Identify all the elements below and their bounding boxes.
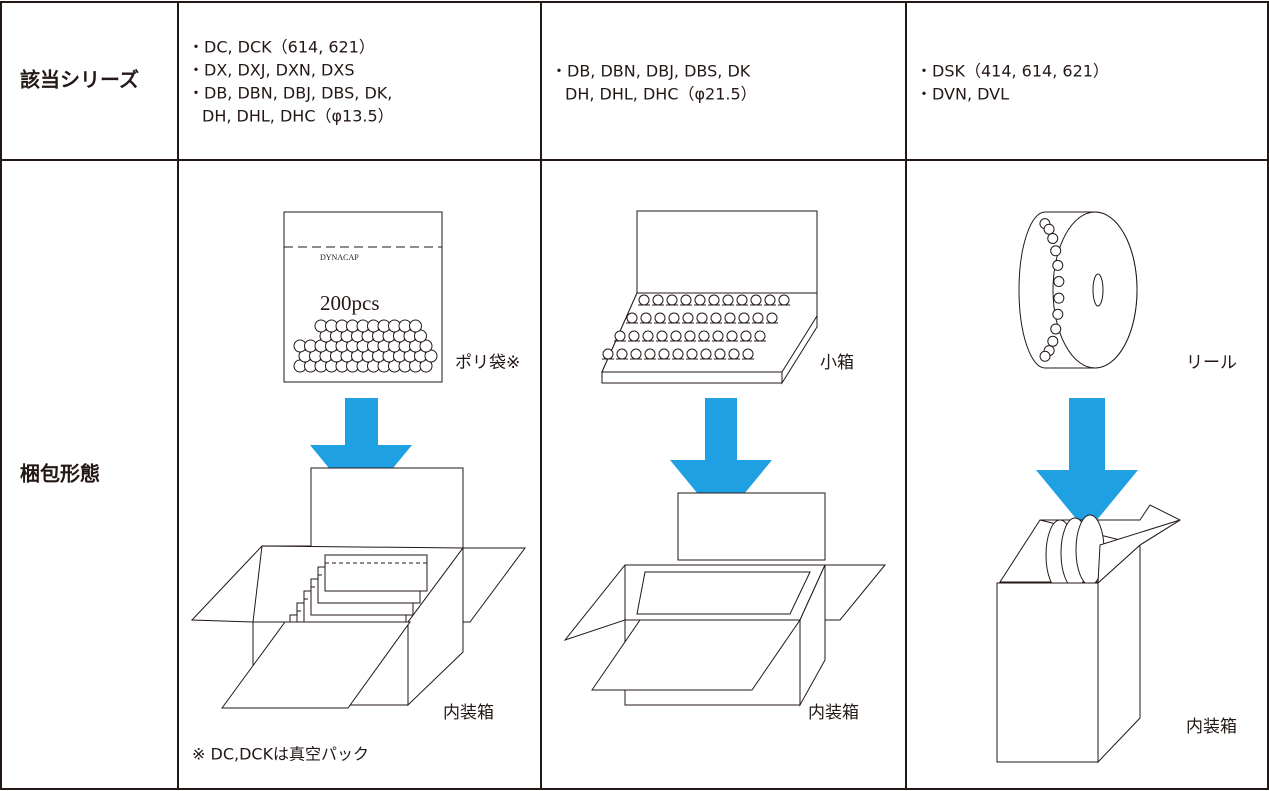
bag-brand: DYNACAP [320, 253, 359, 262]
decoration [638, 294, 650, 306]
bag-count: 200pcs [320, 291, 380, 315]
decoration [696, 312, 708, 324]
decoration [409, 319, 422, 333]
row-header: 該当シリーズ [20, 68, 139, 92]
decoration [766, 312, 778, 324]
decoration [694, 294, 706, 306]
decoration [656, 330, 668, 342]
decoration [616, 348, 628, 360]
series-line: ・DVN, DVL [916, 85, 1009, 104]
series-line: DH, DHL, DHC（φ13.5） [202, 107, 394, 126]
decoration [738, 312, 750, 324]
inner-box [996, 504, 1182, 764]
decoration [1050, 323, 1062, 335]
arrow [1036, 398, 1138, 532]
inner-label: 小箱 [820, 353, 854, 373]
series-line: DH, DHL, DHC（φ21.5） [565, 85, 757, 104]
decoration [626, 312, 638, 324]
series-line: ・DX, DXJ, DXN, DXS [188, 61, 355, 80]
decoration [736, 294, 748, 306]
decoration [419, 339, 433, 353]
decoration [712, 330, 724, 342]
decoration [630, 348, 642, 360]
decoration [728, 348, 740, 360]
decoration [1052, 308, 1064, 320]
decoration [652, 294, 664, 306]
inner-box [563, 492, 887, 707]
decoration [668, 312, 680, 324]
inner-label: ポリ袋※ [455, 353, 520, 373]
decoration [658, 348, 670, 360]
arrow [670, 398, 772, 522]
decoration [708, 294, 720, 306]
reel [1018, 211, 1138, 369]
decoration [628, 330, 640, 342]
inner-box [190, 467, 526, 709]
note: ※ DC,DCKは真空パック [192, 745, 369, 764]
decoration [670, 330, 682, 342]
decoration [1052, 259, 1064, 271]
decoration [642, 330, 654, 342]
series-line: ・DB, DBN, DBJ, DBS, DK, [188, 84, 392, 103]
poly-bag [283, 211, 443, 383]
decoration [724, 312, 736, 324]
arrow [310, 398, 412, 507]
decoration [654, 312, 666, 324]
decoration [324, 554, 428, 592]
decoration [726, 330, 738, 342]
decoration [666, 294, 678, 306]
outer-label: 内装箱 [808, 703, 859, 723]
decoration [1039, 350, 1051, 362]
decoration [722, 294, 734, 306]
row-header: 梱包形態 [20, 462, 100, 486]
decoration [698, 330, 710, 342]
decoration [764, 294, 776, 306]
decoration [602, 348, 614, 360]
decoration [1047, 232, 1059, 244]
inner-label: リール [1186, 353, 1237, 373]
small-box [601, 210, 818, 385]
decoration [614, 330, 626, 342]
decoration [640, 312, 652, 324]
decoration [742, 348, 754, 360]
series-line: ・DB, DBN, DBJ, DBS, DK [551, 62, 751, 81]
series-line: ・DC, DCK（614, 621） [188, 38, 375, 57]
decoration [1050, 245, 1062, 257]
decoration [1043, 223, 1055, 235]
decoration [754, 330, 766, 342]
outer-label: 内装箱 [1186, 717, 1237, 737]
decoration [740, 330, 752, 342]
decoration [682, 312, 694, 324]
decoration [778, 294, 790, 306]
series-line: ・DSK（414, 614, 621） [916, 62, 1109, 81]
decoration [714, 348, 726, 360]
decoration [750, 294, 762, 306]
decoration [686, 348, 698, 360]
decoration [710, 312, 722, 324]
outer-label: 内装箱 [443, 703, 494, 723]
decoration [672, 348, 684, 360]
decoration [1047, 335, 1059, 347]
decoration [684, 330, 696, 342]
decoration [700, 348, 712, 360]
decoration [680, 294, 692, 306]
decoration [1053, 276, 1065, 288]
decoration [1053, 292, 1065, 304]
decoration [644, 348, 656, 360]
decoration [752, 312, 764, 324]
